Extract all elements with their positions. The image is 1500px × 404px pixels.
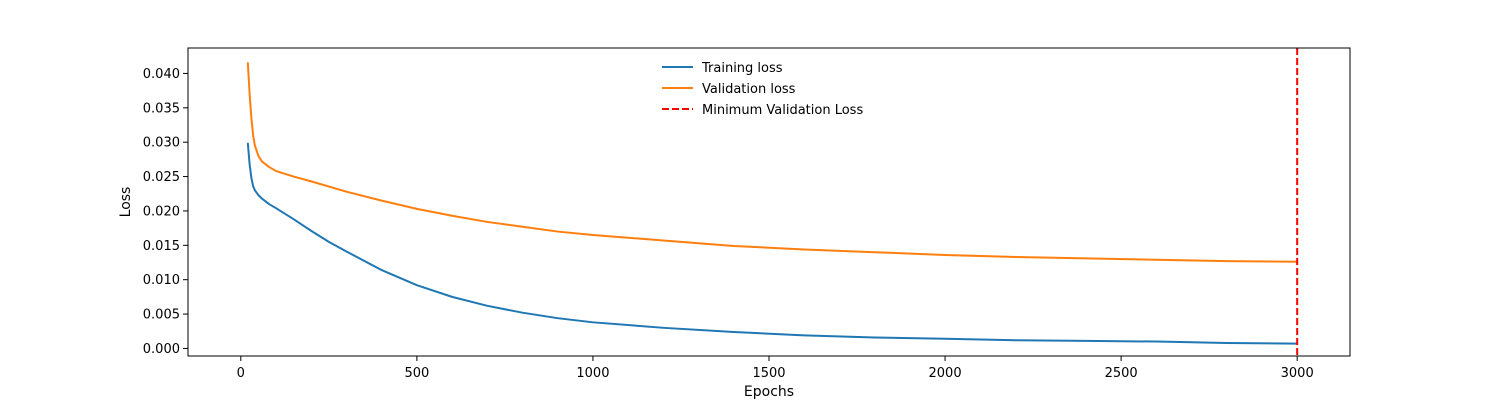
training-loss-line: [246, 142, 1299, 345]
y-tick-label: 0.025: [143, 170, 180, 185]
y-tick-label: 0.040: [143, 67, 180, 82]
y-tick-label: 0.030: [143, 136, 180, 151]
y-tick-label: 0.020: [143, 204, 180, 219]
legend-label-minimum-validation-loss: Minimum Validation Loss: [702, 103, 863, 118]
legend-label-validation-loss: Validation loss: [702, 82, 796, 97]
y-tick-label: 0.005: [143, 308, 180, 323]
x-tick-label: 2500: [1105, 366, 1138, 381]
x-axis-ticks: 0 500 1000 1500 2000 2500 3000: [237, 356, 1314, 381]
legend-label-training-loss: Training loss: [701, 61, 783, 76]
x-tick-label: 500: [404, 366, 429, 381]
series-layer: [246, 48, 1299, 356]
x-tick-label: 0: [237, 366, 245, 381]
plot-frame: [187, 47, 1351, 357]
y-tick-label: 0.015: [143, 239, 180, 254]
plot-area: [188, 48, 1350, 356]
y-tick-label: 0.000: [143, 342, 180, 357]
y-axis-label: Loss: [118, 187, 134, 218]
x-tick-label: 2000: [929, 366, 962, 381]
validation-loss-line: [246, 62, 1299, 263]
y-axis-ticks: 0.000 0.005 0.010 0.015 0.020 0.025 0.030 0.035…: [143, 67, 188, 357]
x-tick-label: 3000: [1281, 366, 1314, 381]
y-tick-label: 0.035: [143, 101, 180, 116]
x-tick-label: 1500: [752, 366, 785, 381]
legend: Training loss Validation loss Minimum Vali…: [662, 61, 863, 118]
x-tick-label: 1000: [576, 366, 609, 381]
x-axis-label: Epochs: [744, 384, 794, 400]
y-tick-label: 0.010: [143, 273, 180, 288]
